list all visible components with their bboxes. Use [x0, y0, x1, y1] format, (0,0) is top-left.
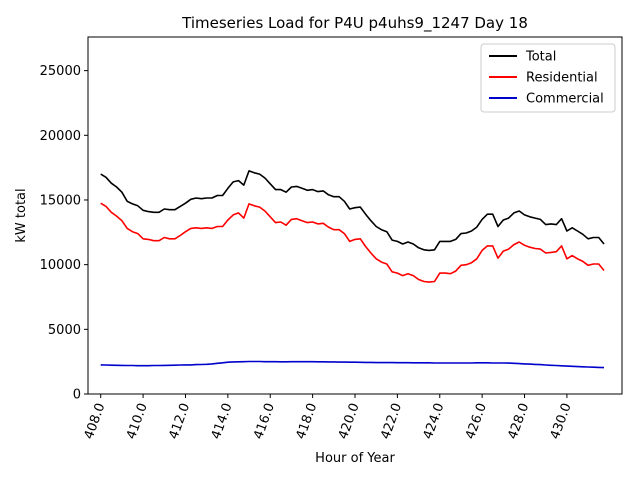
legend: Total Residential Commercial [480, 43, 616, 113]
y-tick-label: 25000 [40, 64, 81, 79]
x-axis: 408.0 410.0 412.0 414.0 416.0 418.0 420.0 422.0… [82, 394, 575, 441]
y-tick-label: 20000 [40, 129, 81, 144]
y-tick-label: 0 [73, 388, 81, 403]
x-tick-label: 412.0 [166, 401, 193, 441]
x-tick-label: 418.0 [294, 401, 321, 441]
series-line-commercial [100, 360, 605, 369]
x-tick-label: 420.0 [336, 401, 363, 441]
x-tick-label: 428.0 [505, 401, 532, 441]
series-line-total [100, 170, 605, 252]
x-tick-label: 430.0 [548, 401, 575, 441]
y-tick-label: 10000 [40, 258, 81, 273]
y-tick-label: 5000 [48, 323, 81, 338]
chart-title: Timeseries Load for P4U p4uhs9_1247 Day … [181, 14, 528, 33]
x-tick-label: 422.0 [378, 401, 405, 441]
legend-label-total: Total [525, 50, 556, 65]
x-tick-label: 410.0 [124, 401, 151, 441]
legend-label-residential: Residential [526, 71, 598, 86]
x-axis-title: Hour of Year [315, 451, 395, 466]
x-tick-label: 426.0 [463, 401, 490, 441]
y-axis-title: kW total [14, 188, 29, 242]
y-tick-label: 15000 [40, 193, 81, 208]
series-line-residential [100, 202, 605, 283]
x-tick-label: 424.0 [421, 401, 448, 441]
legend-label-commercial: Commercial [526, 92, 604, 107]
y-axis: 0 5000 10000 15000 20000 25000 [40, 64, 88, 403]
series-group [100, 170, 605, 369]
x-tick-label: 414.0 [209, 401, 236, 441]
legend-box [480, 43, 616, 113]
x-tick-label: 408.0 [82, 401, 109, 441]
x-tick-label: 416.0 [251, 401, 278, 441]
